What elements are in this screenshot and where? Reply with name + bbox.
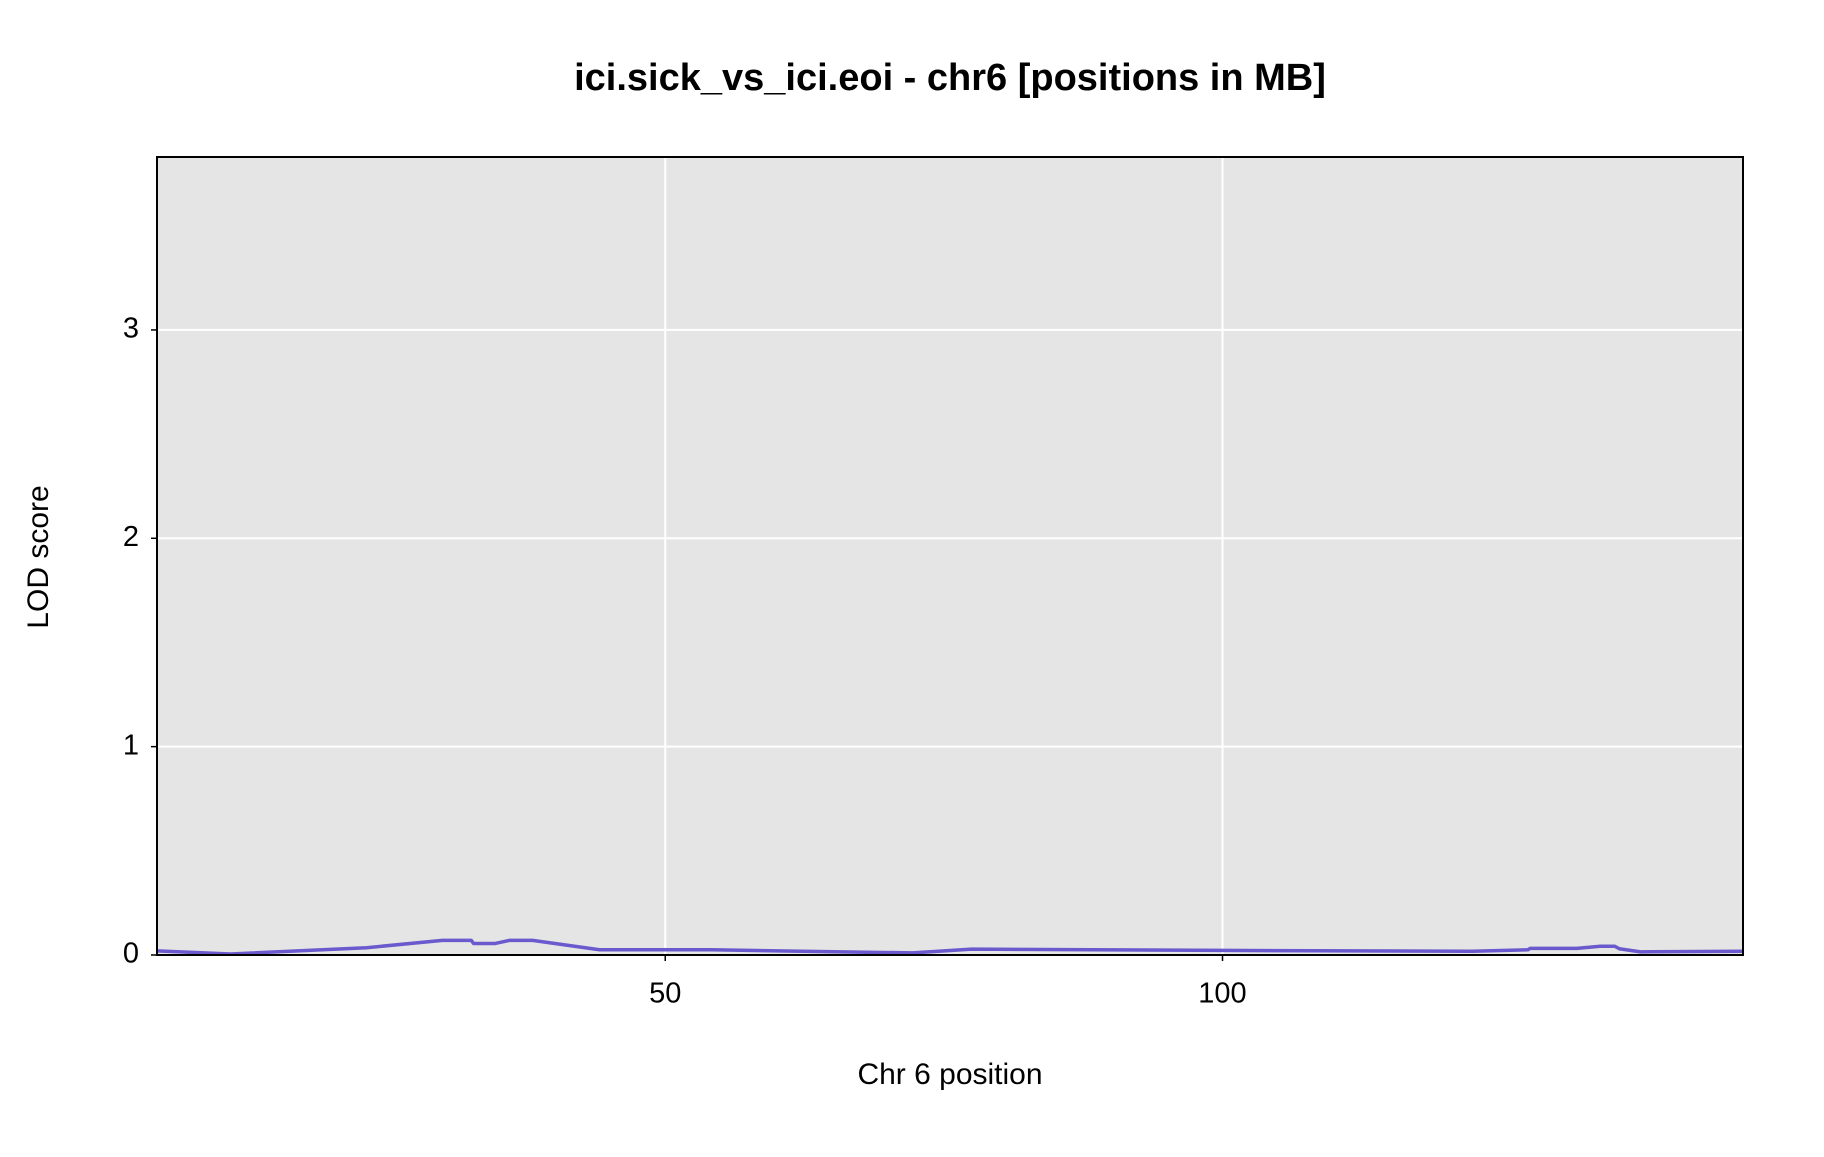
y-tick-label: 0 (123, 938, 139, 970)
lod-line (156, 938, 1744, 956)
x-tick-label: 100 (1198, 978, 1246, 1010)
plot-background (157, 157, 1743, 955)
plot-frame (156, 156, 1744, 956)
y-tick-label: 2 (123, 521, 139, 553)
y-tick-label: 3 (123, 313, 139, 345)
chart-title: ici.sick_vs_ici.eoi - chr6 [positions in… (574, 57, 1326, 99)
x-axis-label: Chr 6 position (857, 1058, 1042, 1091)
x-tick-label: 50 (649, 978, 681, 1010)
y-tick-label: 1 (123, 729, 139, 761)
y-axis-label: LOD score (22, 485, 55, 628)
